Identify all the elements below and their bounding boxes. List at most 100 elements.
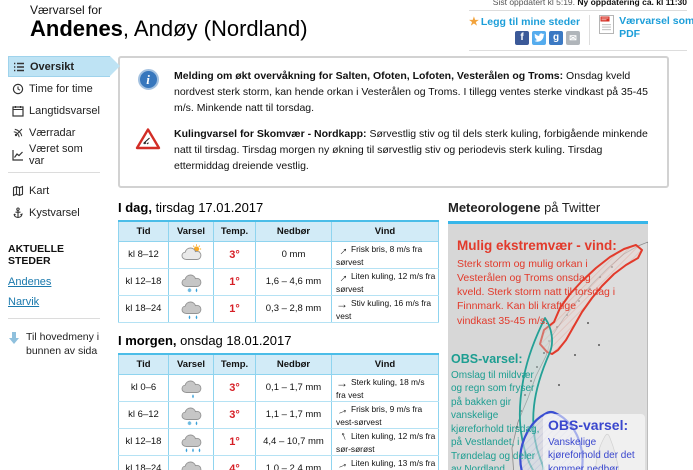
time-cell: kl 6–12 xyxy=(118,400,169,429)
wind-cell: →Frisk bris, 9 m/s fra vest-sørvest xyxy=(331,400,439,429)
column-header: Tid xyxy=(118,220,169,242)
pdf-download-button[interactable]: Værvarsel som PDF xyxy=(590,15,693,45)
content-columns: I dag, tirsdag 17.01.2017 Tid Varsel Temp. N… xyxy=(118,198,677,470)
extreme-weather-warning: Mulig ekstremvær - vind: Sterk storm og … xyxy=(457,238,617,328)
sidebar-item-label: Kystvarsel xyxy=(29,206,80,219)
wind-text: Liten kuling, 12 m/s fra sørvest xyxy=(336,270,436,294)
header-actions: ★ Legg til mine steder f g ✉ Værvarsel so… xyxy=(469,15,693,51)
alert-message-warning: Kulingvarsel for Skomvær - Nordkapp: Sør… xyxy=(134,127,653,174)
column-header: Temp. xyxy=(213,353,256,375)
temp-cell: 3° xyxy=(213,400,256,429)
table-row: kl 12–18 1° 4,4 – 10,7 mm →Liten kuling, 12… xyxy=(118,427,439,456)
email-icon[interactable]: ✉ xyxy=(566,31,581,45)
table-row: kl 0–6 3° 0,1 – 1,7 mm → Sterk kuling, 18 m/… xyxy=(118,373,439,402)
sidebar-item-oversikt[interactable]: Oversikt xyxy=(8,56,120,77)
forecast-table: Tid Varsel Temp. Nedbør Vind kl 8–12 3° 0 mm →Fr… xyxy=(118,219,439,323)
chart-icon xyxy=(12,149,24,161)
pdf-icon xyxy=(599,15,615,34)
table-row: kl 18–24 4° 1,0 – 2,4 mm →Liten kuling, 13 … xyxy=(118,454,439,470)
wind-text: Frisk bris, 8 m/s fra sørvest xyxy=(336,243,423,267)
radar-icon xyxy=(12,127,24,139)
column-header: Tid xyxy=(118,353,169,375)
place-link-narvik[interactable]: Narvik xyxy=(8,296,40,308)
clock-icon xyxy=(12,83,24,95)
precip-cell: 1,1 – 1,7 mm xyxy=(255,400,332,429)
twitter-warning-map[interactable]: Mulig ekstremvær - vind: Sterk storm og … xyxy=(448,220,648,470)
precip-cell: 0 mm xyxy=(255,240,332,269)
obs-west-text: Omslag til mildvær og regn som fryser på… xyxy=(451,369,540,470)
forecast-section: I morgen, onsdag 18.01.2017 Tid Varsel Temp… xyxy=(118,333,440,470)
symbol-cell xyxy=(168,240,214,269)
twitter-widget-title: Meteorologene på Twitter xyxy=(448,200,653,215)
sidebar-item-kart[interactable]: Kart xyxy=(8,180,104,201)
to-main-menu-link[interactable]: Til hovedmeny i bunnen av sida xyxy=(8,318,100,358)
precip-cell: 1,0 – 2,4 mm xyxy=(255,454,332,470)
page-header: Værvarsel for Andenes, Andøy (Nordland) … xyxy=(0,0,693,51)
next-update: Ny oppdatering ca. kl 11:30 xyxy=(577,0,687,7)
twitter-title-bold: Meteorologene xyxy=(448,199,541,215)
light-rain-icon xyxy=(171,377,211,399)
obs-south-text: Vanskelige kjøreforhold der det kommer n… xyxy=(548,436,635,470)
temp-cell: 3° xyxy=(213,373,256,402)
list-icon xyxy=(13,61,25,73)
precip-cell: 0,1 – 1,7 mm xyxy=(255,373,332,402)
column-header: Nedbør xyxy=(255,220,332,242)
googleplus-icon[interactable]: g xyxy=(549,31,564,45)
time-cell: kl 12–18 xyxy=(118,427,169,456)
sidebar-item-v-ret-som-var[interactable]: Været som var xyxy=(8,142,104,167)
alert-text: Melding om økt overvåkning for Salten, O… xyxy=(174,70,648,114)
main-content: i Melding om økt overvåkning for Salten, … xyxy=(110,46,677,470)
time-cell: kl 18–24 xyxy=(118,454,169,470)
table-row: kl 8–12 3° 0 mm →Frisk bris, 8 m/s fra sørv… xyxy=(118,240,439,269)
obs-warning-south: OBS-varsel: Vanskelige kjøreforhold der … xyxy=(543,413,645,470)
table-row: kl 6–12 3° 1,1 – 1,7 mm →Frisk bris, 9 m/s … xyxy=(118,400,439,429)
wind-text: Liten kuling, 13 m/s fra vest-sørvest xyxy=(351,457,436,468)
wind-arrow-icon: → xyxy=(333,454,351,470)
place-region: , Andøy (Nordland) xyxy=(122,16,308,41)
place-link-andenes[interactable]: Andenes xyxy=(8,276,52,288)
map-icon xyxy=(12,185,24,197)
forecast-table: Tid Varsel Temp. Nedbør Vind kl 0–6 3° 0,1 – 1,… xyxy=(118,352,439,470)
column-header: Varsel xyxy=(168,220,214,242)
add-to-my-places-button[interactable]: ★ Legg til mine steder xyxy=(469,15,580,28)
precip-cell: 4,4 – 10,7 mm xyxy=(255,427,332,456)
rain-icon xyxy=(171,298,211,320)
sidebar-item-label: Værradar xyxy=(29,126,76,139)
column-header: Nedbør xyxy=(255,353,332,375)
sidebar-item-time-for-time[interactable]: Time for time xyxy=(8,78,104,99)
wind-cell: →Liten kuling, 13 m/s fra vest-sørvest xyxy=(331,454,439,470)
wind-text: Stiv kuling, 16 m/s fra vest xyxy=(336,297,432,321)
to-main-menu-label: Til hovedmeny i bunnen av sida xyxy=(26,331,100,357)
sidebar-item-kystvarsel[interactable]: Kystvarsel xyxy=(8,202,104,223)
twitter-column: Meteorologene på Twitter xyxy=(448,198,653,470)
calendar-icon xyxy=(12,105,24,117)
facebook-icon[interactable]: f xyxy=(515,31,530,45)
sidebar-item-langtidsvarsel[interactable]: Langtidsvarsel xyxy=(8,100,104,121)
title-block: Værvarsel for Andenes, Andøy (Nordland) xyxy=(0,0,693,41)
alert-text: Kulingvarsel for Skomvær - Nordkapp: Sør… xyxy=(174,128,648,172)
info-icon: i xyxy=(137,69,159,90)
sidebar-item-label: Været som var xyxy=(29,142,83,167)
twitter-icon[interactable] xyxy=(532,31,547,45)
sleet-icon xyxy=(171,404,211,426)
heavy-rain-icon xyxy=(171,431,211,453)
actions-left: ★ Legg til mine steder f g ✉ xyxy=(469,15,591,45)
wind-cell: → Sterk kuling, 18 m/s fra vest xyxy=(331,373,439,402)
sidebar-item-label: Langtidsvarsel xyxy=(29,104,100,117)
obs-west-title: OBS-varsel: xyxy=(451,351,523,366)
social-share-row: f g ✉ xyxy=(469,31,581,45)
add-to-my-places-label: Legg til mine steder xyxy=(480,16,581,28)
symbol-cell xyxy=(168,454,214,470)
sidebar-item-label: Time for time xyxy=(29,82,93,95)
temp-cell: 1° xyxy=(213,294,256,323)
gale-warning-icon xyxy=(135,127,161,174)
sidebar-item-v-rradar[interactable]: Værradar xyxy=(8,122,104,143)
pdf-label: Værvarsel som PDF xyxy=(619,15,693,41)
symbol-cell xyxy=(168,294,214,323)
sidebar-divider xyxy=(8,172,100,173)
column-header: Varsel xyxy=(168,353,214,375)
wind-text: Frisk bris, 9 m/s fra vest-sørvest xyxy=(336,403,423,427)
temp-cell: 3° xyxy=(213,240,256,269)
sidebar-item-label: Kart xyxy=(29,184,50,197)
down-arrow-icon xyxy=(8,331,20,350)
